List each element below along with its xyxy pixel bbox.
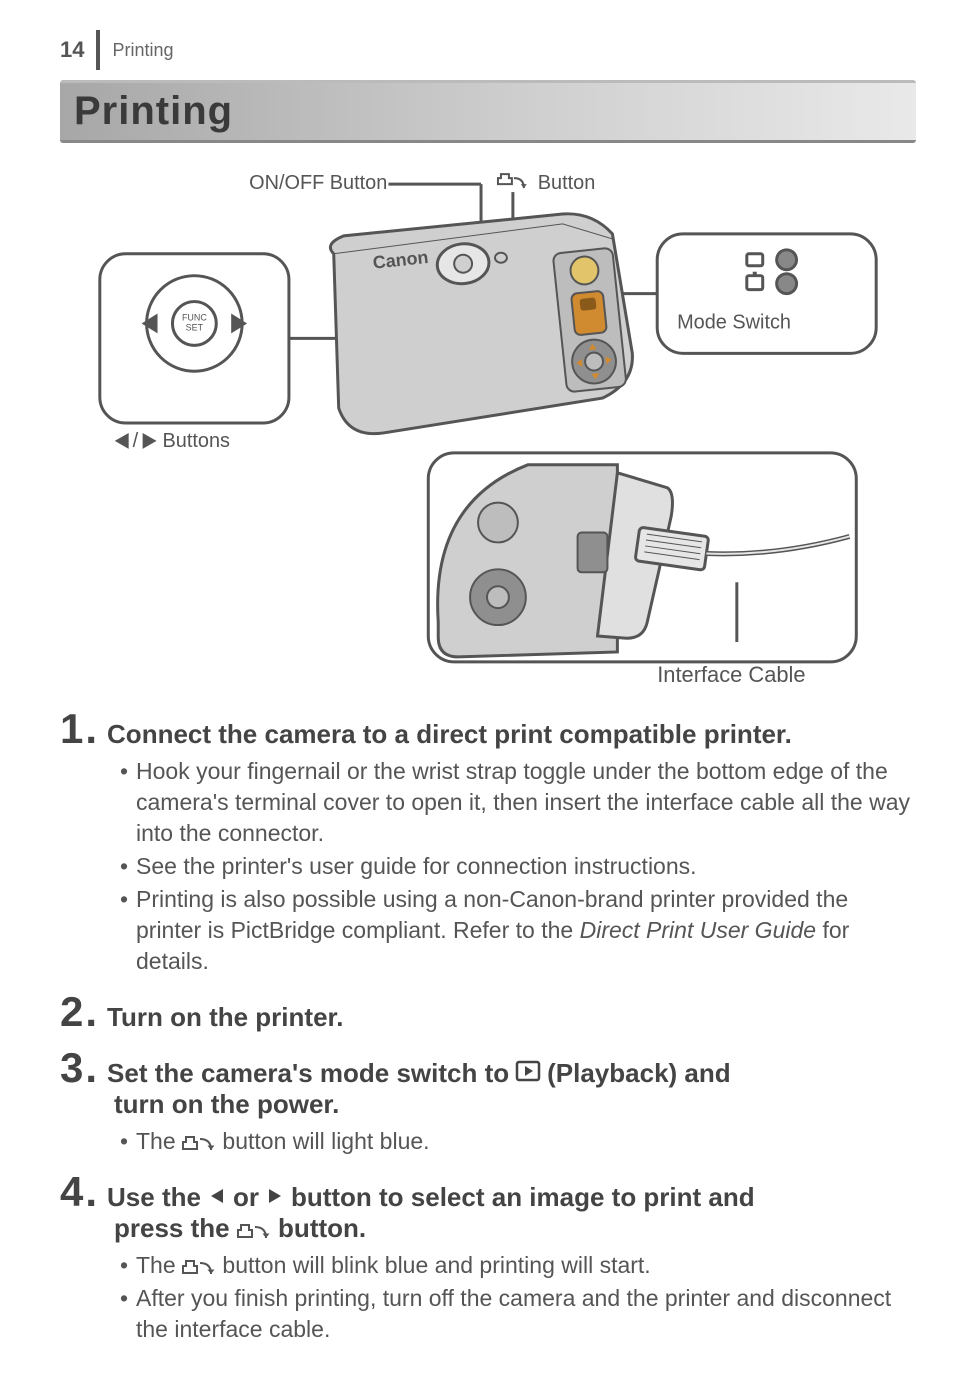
step-title: Connect the camera to a direct print com… xyxy=(107,719,792,750)
svg-text:Mode Switch: Mode Switch xyxy=(677,311,791,333)
step-dot: . xyxy=(85,1047,97,1089)
step-3: 3 . Set the camera's mode switch to (Pla… xyxy=(60,1047,916,1157)
step-title-line2: press the button. xyxy=(114,1213,916,1244)
steps-list: 1 . Connect the camera to a direct print… xyxy=(60,708,916,1346)
step-4: 4 . Use the or button to select an image… xyxy=(60,1171,916,1345)
page-number: 14 xyxy=(60,30,100,70)
left-arrow-icon xyxy=(207,1182,227,1213)
svg-text:Buttons: Buttons xyxy=(163,430,231,452)
bullet: The button will light blue. xyxy=(120,1126,916,1157)
camera-diagram: ON/OFF Button Button Mo xyxy=(60,153,916,693)
svg-text:Button: Button xyxy=(538,172,596,194)
step-title-mid: or xyxy=(233,1182,259,1213)
step-1: 1 . Connect the camera to a direct print… xyxy=(60,708,916,977)
manual-page: 14 Printing Printing ON/OFF Button Butto… xyxy=(0,0,954,1377)
page-title: Printing xyxy=(74,89,233,133)
svg-text:/: / xyxy=(133,430,139,452)
header-section-label: Printing xyxy=(100,30,173,70)
svg-text:FUNC: FUNC xyxy=(182,312,207,322)
bullet: Hook your fingernail or the wrist strap … xyxy=(120,756,916,849)
step-4-bullets: The button will blink blue and printing … xyxy=(120,1250,916,1345)
label-print-share: Button xyxy=(498,172,595,194)
step-title-post: (Playback) and xyxy=(547,1058,731,1089)
step-title-line2: turn on the power. xyxy=(114,1089,916,1120)
step-number: 2 xyxy=(60,991,83,1033)
step-dot: . xyxy=(85,708,97,750)
right-arrow-icon xyxy=(265,1182,285,1213)
step-title-pre: Set the camera's mode switch to xyxy=(107,1058,509,1089)
bullet: After you finish printing, turn off the … xyxy=(120,1283,916,1345)
bullet: Printing is also possible using a non-Ca… xyxy=(120,884,916,977)
step-title-post: button to select an image to print and xyxy=(291,1182,755,1213)
bullet: The button will blink blue and printing … xyxy=(120,1250,916,1281)
step-title: Turn on the printer. xyxy=(107,1002,343,1033)
page-header: 14 Printing xyxy=(60,30,916,70)
mode-switch-callout: Mode Switch xyxy=(617,234,876,353)
step-title-pre: Use the xyxy=(107,1182,201,1213)
cable-inset xyxy=(428,453,856,662)
title-bar: Printing xyxy=(60,80,916,143)
camera-body: Canon xyxy=(330,214,632,434)
step-1-bullets: Hook your fingernail or the wrist strap … xyxy=(120,756,916,977)
label-interface-cable: Interface Cable xyxy=(657,662,805,687)
label-on-off: ON/OFF Button xyxy=(249,172,387,194)
step-2: 2 . Turn on the printer. xyxy=(60,991,916,1033)
step-3-bullets: The button will light blue. xyxy=(120,1126,916,1157)
playback-icon xyxy=(515,1058,541,1089)
bullet: See the printer's user guide for connect… xyxy=(120,851,916,882)
step-dot: . xyxy=(85,1171,97,1213)
step-number: 3 xyxy=(60,1047,83,1089)
svg-text:SET: SET xyxy=(186,322,204,332)
step-dot: . xyxy=(85,991,97,1033)
arrow-buttons-callout: FUNC SET / Buttons xyxy=(100,254,349,452)
step-number: 4 xyxy=(60,1171,83,1213)
step-number: 1 xyxy=(60,708,83,750)
